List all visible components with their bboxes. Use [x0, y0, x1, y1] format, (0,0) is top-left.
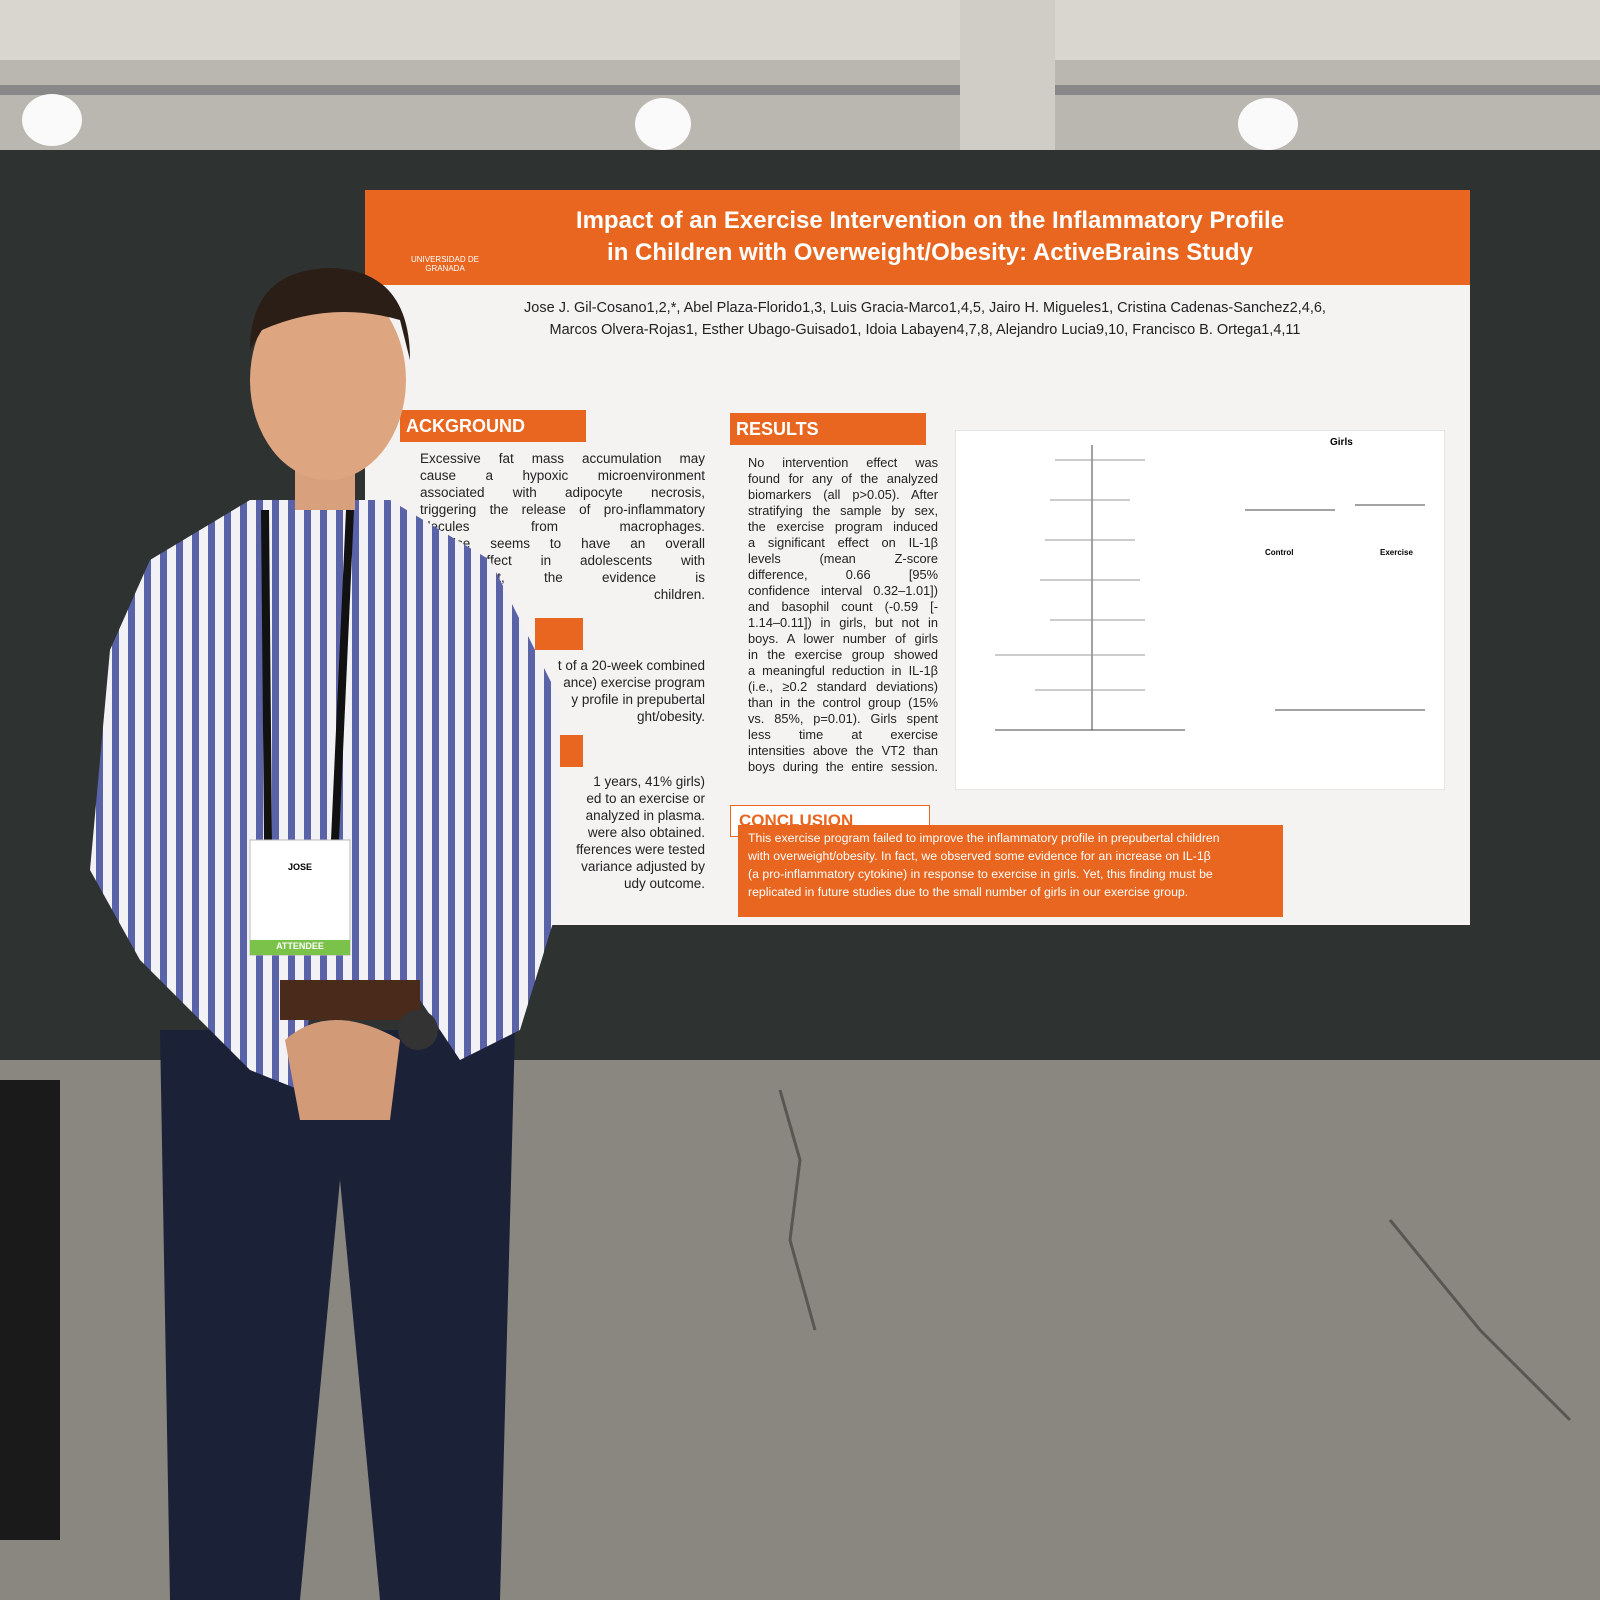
text-line: ance) exercise program	[563, 675, 705, 690]
text-line: biomarkers (all p>0.05). After	[748, 487, 938, 502]
text-line: than in the control group (15%	[748, 695, 938, 710]
text-line: Excessive fat mass accumulation may	[420, 451, 705, 466]
text-line: levels (mean Z-score	[748, 551, 938, 566]
institution: UNIVERSIDAD DE GRANADA	[410, 255, 479, 273]
results-figure	[955, 430, 1445, 790]
text-line: Marcos Olvera-Rojas1, Esther Ubago-Guisa…	[549, 322, 1301, 338]
section-heading: ACKGROUND	[400, 410, 586, 442]
text-line: associated with adipocyte necrosis,	[420, 485, 705, 500]
text-line: and basophil count (-0.59 [-	[748, 599, 938, 614]
conclusion-text: This exercise program failed to improve …	[738, 825, 1283, 917]
text-line: cause a hypoxic microenvironment	[420, 468, 705, 483]
authors: Jose J. Gil-Cosano1,2,*, Abel Plaza-Flor…	[450, 297, 1400, 341]
text-line: (a pro-inflammatory cytokine) in respons…	[748, 867, 1213, 881]
text-line: t of a 20-week combined	[557, 658, 705, 673]
text-line: in the exercise group showed	[748, 647, 938, 662]
text-line: stratifying the sample by sex,	[748, 503, 938, 518]
figure-label: Girls	[1330, 437, 1353, 448]
text-line: boys during the entire session.	[748, 759, 938, 774]
text-line: confidence interval 0.32–1.01])	[748, 583, 938, 598]
text-line: vs. 85%, p=0.01). Girls spent	[748, 711, 938, 726]
text-line: in Children with Overweight/Obesity: Act…	[607, 239, 1253, 266]
text-line: with overweight/obesity. In fact, we obs…	[748, 849, 1211, 863]
text-line: olecules from macrophages.	[420, 519, 705, 534]
text-line: a significant effect on IL-1β	[748, 535, 938, 550]
text-line: fferences were tested	[576, 842, 705, 857]
text-line: analyzed in plasma.	[585, 808, 705, 823]
methods-text: 1 years, 41% girls) ed to an exercise or a…	[540, 773, 705, 892]
section-heading: RESULTS	[730, 413, 926, 445]
text-line: ed to an exercise or	[586, 791, 705, 806]
text-line: found for any of the analyzed	[748, 471, 938, 486]
text-line: variance adjusted by	[581, 859, 705, 874]
text-line: 1.14–0.11]) in girls, but not in	[748, 615, 938, 630]
text-line: the exercise program induced	[748, 519, 938, 534]
text-line: a meaningful reduction in IL-1β	[748, 663, 938, 678]
objective-text: t of a 20-week combined ance) exercise pr…	[540, 657, 705, 725]
badge-role: ATTENDEE	[276, 941, 324, 951]
poster-header	[365, 190, 1470, 285]
badge-name: JOSE	[287, 862, 312, 872]
figure-label: Exercise	[1380, 548, 1413, 557]
person	[90, 268, 560, 1600]
text-line: udy outcome.	[623, 876, 705, 891]
text-line: Jose J. Gil-Cosano1,2,*, Abel Plaza-Flor…	[524, 300, 1326, 316]
text-line: (i.e., ≥0.2 standard deviations)	[748, 679, 938, 694]
figure-label: Control	[1265, 548, 1294, 557]
poster-title: Impact of an Exercise Intervention on th…	[520, 205, 1340, 269]
text-line: intensities above the VT2 than	[748, 743, 938, 758]
text-line: exercise seems to have an overall	[420, 536, 705, 551]
text-line: triggering the release of pro-inflammato…	[420, 502, 705, 517]
section-heading-box	[535, 618, 583, 650]
text-line: difference, 0.66 [95%	[748, 567, 938, 582]
text-line: This exercise program failed to improve …	[748, 831, 1220, 845]
text-line: y profile in prepubertal	[571, 692, 705, 707]
text-line: boys. A lower number of girls	[748, 631, 938, 646]
text-line: No intervention effect was	[748, 455, 938, 470]
text-line: ght/obesity.	[636, 709, 705, 724]
results-text: No intervention effect was found for any …	[748, 455, 938, 775]
text-line: less time at exercise	[748, 727, 938, 742]
text-line: replicated in future studies due to the …	[748, 885, 1189, 899]
text-line: were also obtained.	[587, 825, 705, 840]
text-line: 1 years, 41% girls)	[593, 774, 705, 789]
text-line: Impact of an Exercise Intervention on th…	[575, 207, 1285, 234]
